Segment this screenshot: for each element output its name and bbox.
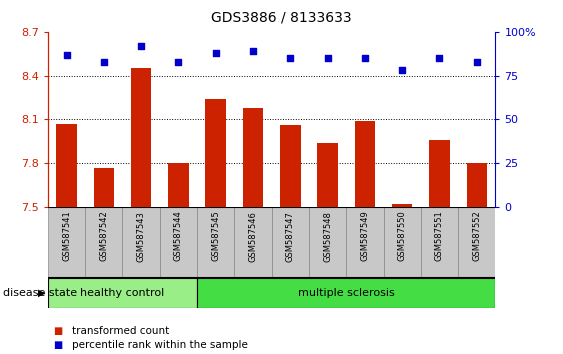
Bar xyxy=(355,121,375,207)
Point xyxy=(286,55,295,61)
Bar xyxy=(272,207,309,278)
Text: ■: ■ xyxy=(53,326,62,336)
Bar xyxy=(93,168,114,207)
Bar xyxy=(280,125,301,207)
Text: multiple sclerosis: multiple sclerosis xyxy=(298,288,395,298)
Point xyxy=(248,48,257,54)
Bar xyxy=(85,207,123,278)
Text: ■: ■ xyxy=(53,340,62,350)
Point xyxy=(360,55,369,61)
Point xyxy=(137,43,146,49)
Text: GSM587547: GSM587547 xyxy=(286,211,295,262)
Text: GSM587544: GSM587544 xyxy=(174,211,183,261)
Point xyxy=(174,59,183,64)
Bar xyxy=(458,207,495,278)
Bar xyxy=(392,204,413,207)
Text: GSM587550: GSM587550 xyxy=(397,211,406,261)
Bar xyxy=(318,143,338,207)
Text: GSM587551: GSM587551 xyxy=(435,211,444,261)
Bar xyxy=(123,207,160,278)
Bar xyxy=(48,278,197,308)
Text: ▶: ▶ xyxy=(38,288,45,298)
Point xyxy=(62,52,71,57)
Bar xyxy=(234,207,271,278)
Text: GDS3886 / 8133633: GDS3886 / 8133633 xyxy=(211,11,352,25)
Text: disease state: disease state xyxy=(3,288,77,298)
Text: GSM587549: GSM587549 xyxy=(360,211,369,261)
Bar xyxy=(197,207,234,278)
Bar xyxy=(243,108,263,207)
Text: GSM587545: GSM587545 xyxy=(211,211,220,261)
Bar xyxy=(131,68,151,207)
Text: GSM587541: GSM587541 xyxy=(62,211,71,261)
Point xyxy=(323,55,332,61)
Point xyxy=(435,55,444,61)
Text: GSM587543: GSM587543 xyxy=(137,211,146,262)
Bar xyxy=(346,207,383,278)
Text: GSM587546: GSM587546 xyxy=(248,211,257,262)
Text: percentile rank within the sample: percentile rank within the sample xyxy=(72,340,247,350)
Point xyxy=(99,59,108,64)
Bar xyxy=(197,278,495,308)
Bar xyxy=(309,207,346,278)
Text: healthy control: healthy control xyxy=(81,288,164,298)
Bar xyxy=(383,207,421,278)
Bar xyxy=(205,99,226,207)
Bar xyxy=(160,207,197,278)
Bar xyxy=(56,124,77,207)
Text: GSM587548: GSM587548 xyxy=(323,211,332,262)
Point xyxy=(397,68,406,73)
Point xyxy=(472,59,481,64)
Bar xyxy=(421,207,458,278)
Text: transformed count: transformed count xyxy=(72,326,169,336)
Bar xyxy=(467,163,487,207)
Bar xyxy=(48,207,85,278)
Bar xyxy=(168,163,189,207)
Text: GSM587552: GSM587552 xyxy=(472,211,481,261)
Point xyxy=(211,50,220,56)
Bar xyxy=(429,140,450,207)
Text: GSM587542: GSM587542 xyxy=(99,211,108,261)
